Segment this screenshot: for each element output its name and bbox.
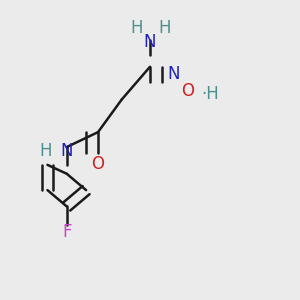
Text: ·H: ·H	[201, 85, 219, 103]
Text: O: O	[181, 82, 194, 100]
Text: O: O	[92, 155, 104, 173]
Text: N: N	[144, 32, 156, 50]
Text: H: H	[130, 19, 143, 37]
Text: F: F	[62, 223, 71, 241]
Text: H: H	[39, 142, 52, 160]
Text: H: H	[158, 19, 170, 37]
Text: N: N	[61, 142, 73, 160]
Text: N: N	[167, 65, 180, 83]
